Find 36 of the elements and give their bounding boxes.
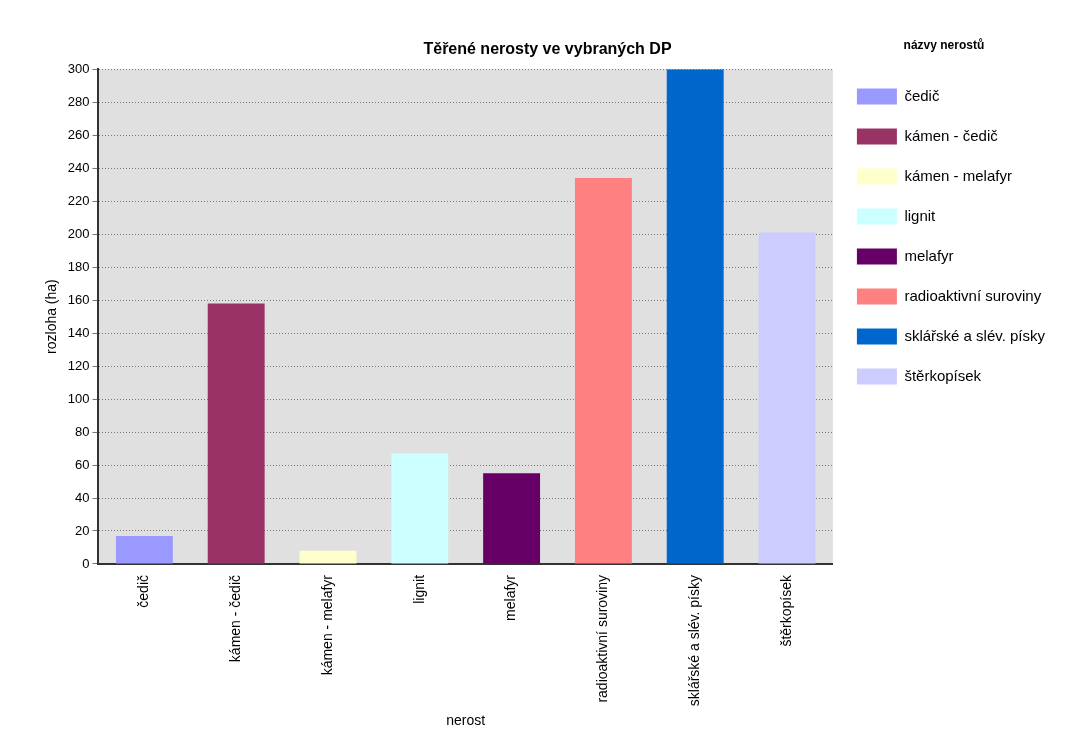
- y-tick-label: 60: [75, 456, 90, 472]
- y-tick-label: 220: [67, 192, 90, 208]
- legend-label: čedič: [904, 86, 940, 104]
- y-tick-label: 0: [82, 555, 90, 571]
- y-tick-label: 40: [75, 489, 90, 505]
- y-tick-label: 80: [75, 423, 90, 439]
- x-tick-label: štěrkopísek: [777, 573, 794, 647]
- y-tick-label: 120: [67, 357, 90, 373]
- chart-title: Těřené nerosty ve vybraných DP: [423, 40, 672, 58]
- legend-label: štěrkopísek: [904, 366, 982, 384]
- y-tick-label: 280: [67, 93, 90, 109]
- y-tick-label: 160: [67, 291, 90, 307]
- x-tick-label: kámen - čedič: [227, 574, 244, 663]
- x-tick-label: kámen - melafyr: [318, 574, 335, 676]
- y-tick-label: 180: [67, 258, 90, 274]
- legend-label: kámen - čedič: [904, 126, 999, 144]
- y-tick-label: 240: [67, 159, 90, 175]
- y-axis-title: rozloha (ha): [43, 279, 60, 354]
- x-tick-label: melafyr: [502, 574, 519, 621]
- y-tick-label: 260: [67, 126, 90, 142]
- legend-title: názvy nerostů: [903, 38, 985, 53]
- x-tick-label: lignit: [410, 574, 427, 604]
- x-tick-label: čedič: [135, 574, 152, 608]
- x-tick-label: sklářské a slév. písky: [686, 574, 703, 707]
- x-axis-title: nerost: [446, 712, 486, 729]
- legend-label: kámen - melafyr: [904, 166, 1012, 184]
- legend-label: melafyr: [904, 246, 954, 264]
- y-tick-label: 20: [75, 522, 90, 538]
- legend-label: lignit: [904, 206, 937, 224]
- y-tick-label: 200: [67, 225, 90, 241]
- legend-label: radioaktivní suroviny: [904, 286, 1042, 304]
- legend-label: sklářské a slév. písky: [904, 326, 1046, 344]
- y-tick-label: 140: [67, 324, 90, 340]
- x-tick-label: radioaktivní suroviny: [594, 574, 611, 703]
- y-tick-label: 100: [67, 390, 90, 406]
- y-tick-label: 300: [67, 60, 90, 76]
